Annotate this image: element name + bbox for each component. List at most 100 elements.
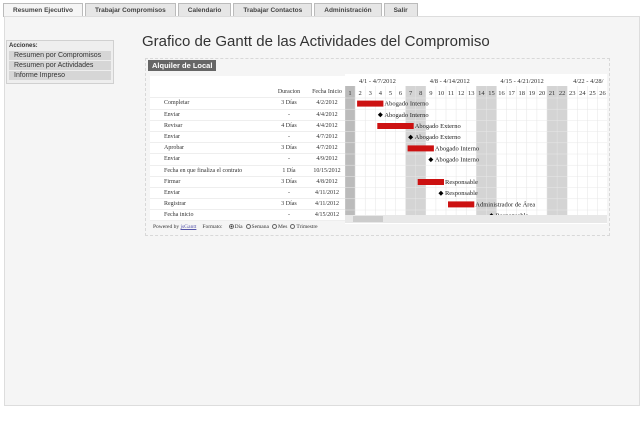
task-name: Fecha en que finaliza el contrato [164, 167, 243, 174]
format-option-mes[interactable]: Mes [271, 224, 287, 230]
task-duration: - [288, 189, 290, 196]
task-bar [417, 179, 444, 185]
weekend-column [415, 86, 426, 222]
tab-salir[interactable]: Salir [383, 3, 418, 17]
sidebar-item-resumen-actividades[interactable]: Resumen por Actividades [9, 61, 111, 70]
format-option-trimestre[interactable]: Trimestre [290, 224, 318, 230]
task-row[interactable]: Fecha inicio - 4/15/2012 [150, 210, 346, 222]
resource-label: Abogado Interno [435, 145, 479, 152]
weekend-column [557, 86, 568, 222]
task-row[interactable]: Fecha en que finaliza el contrato 1 Día 10… [150, 166, 346, 177]
task-name: Enviar [164, 189, 180, 196]
day-label: 23 [569, 90, 576, 97]
main-tabs: Resumen Ejecutivo Trabajar Compromisos C… [3, 3, 418, 17]
task-row[interactable]: Enviar - 4/11/2012 [150, 188, 346, 200]
weekend-column [345, 86, 356, 222]
task-row[interactable]: Completar 3 Días 4/2/2012 [150, 98, 346, 110]
task-row[interactable]: Enviar - 4/4/2012 [150, 110, 346, 121]
scrollbar-thumb [353, 216, 383, 222]
task-start: 4/4/2012 [316, 122, 338, 129]
resource-label: Responsable [445, 190, 478, 197]
weekend-column [547, 86, 558, 222]
gantt-timeline: 1 2 3 4 5 6 7 8 9 10 11 12 13 14 15 16 17 18 19 20 21 22 23 24 2… [345, 74, 607, 224]
milestone-diamond [438, 190, 444, 196]
spacer-row [150, 76, 346, 87]
task-row[interactable]: Aprobar 3 Días 4/7/2012 [150, 143, 346, 155]
day-label: 1 [348, 90, 351, 97]
tab-trabajar-compromisos[interactable]: Trabajar Compromisos [84, 3, 176, 17]
resource-label: Abogado Interno [435, 157, 479, 164]
radio-icon[interactable] [271, 224, 277, 230]
task-start: 4/8/2012 [316, 178, 338, 185]
task-bar [357, 100, 384, 107]
task-name: Fecha inicio [164, 212, 194, 219]
task-start: 4/15/2012 [314, 212, 340, 219]
task-name: Registrar [164, 201, 186, 208]
milestone-diamond [408, 134, 414, 140]
task-start: 4/2/2012 [316, 100, 338, 107]
resource-label: Abogado Externo [415, 134, 461, 141]
task-duration: 4 Días [281, 122, 297, 129]
milestone-diamond [428, 157, 434, 163]
task-row[interactable]: Revisar 4 Días 4/4/2012 [150, 121, 346, 132]
task-name: Enviar [164, 134, 180, 141]
day-label: 16 [498, 90, 505, 97]
week-label: 4/1 - 4/7/2012 [359, 78, 396, 85]
task-duration: - [288, 212, 290, 219]
tab-calendario[interactable]: Calendario [177, 3, 232, 17]
task-start: 4/9/2012 [316, 156, 338, 163]
resource-label: Abogado Interno [384, 112, 428, 119]
gantt-footer: Powered by jsGantt Formato: Día Semana Mes… [153, 224, 321, 230]
task-name: Aprobar [164, 145, 184, 152]
weekend-column [405, 86, 416, 222]
day-label: 10 [438, 90, 445, 97]
radio-icon[interactable] [228, 224, 234, 230]
day-label: 14 [478, 90, 485, 97]
day-label: 12 [458, 90, 465, 97]
task-row[interactable]: Enviar - 4/7/2012 [150, 132, 346, 144]
task-row[interactable]: Registrar 3 Días 4/11/2012 [150, 199, 346, 211]
task-name: Revisar [164, 122, 183, 129]
day-label: 4 [379, 90, 383, 97]
task-start: 4/7/2012 [316, 145, 338, 152]
task-duration: 3 Días [281, 178, 297, 185]
day-label: 6 [399, 90, 403, 97]
tab-administracion[interactable]: Administración [314, 3, 382, 17]
sidebar-item-resumen-compromisos[interactable]: Resumen por Compromisos [9, 51, 111, 60]
sidebar-item-informe-impreso[interactable]: Informe Impreso [9, 71, 111, 80]
day-label: 2 [359, 90, 362, 97]
format-option-label: Día [234, 224, 243, 230]
task-duration: 3 Días [281, 100, 297, 107]
task-bar [448, 201, 475, 208]
milestone-diamond [377, 112, 383, 118]
task-row[interactable]: Enviar - 4/9/2012 [150, 154, 346, 166]
week-label: 4/22 - 4/28/ [573, 78, 604, 85]
task-name: Enviar [164, 111, 180, 118]
task-duration: - [288, 156, 290, 163]
weekend-column [486, 86, 497, 222]
task-row[interactable]: Firmar 3 Días 4/8/2012 [150, 177, 346, 188]
horizontal-scrollbar [345, 215, 607, 223]
task-duration: 3 Días [281, 201, 297, 208]
weekend-column [476, 86, 487, 222]
project-title: Alquiler de Local [148, 60, 217, 71]
day-label: 7 [409, 90, 413, 97]
task-start: 4/7/2012 [316, 134, 338, 141]
week-label: 4/15 - 4/21/2012 [500, 78, 543, 85]
header-row: Duracion Fecha Inicio [150, 87, 346, 99]
tab-resumen-ejecutivo[interactable]: Resumen Ejecutivo [3, 3, 83, 17]
format-option-día[interactable]: Día [228, 224, 243, 230]
jsgantt-link[interactable]: jsGantt [180, 224, 197, 230]
radio-icon[interactable] [245, 224, 251, 230]
day-label: 18 [519, 90, 526, 97]
format-option-semana[interactable]: Semana [245, 224, 269, 230]
task-duration: 3 Días [281, 145, 297, 152]
radio-icon[interactable] [290, 224, 296, 230]
format-option-label: Semana [251, 224, 269, 230]
task-name: Enviar [164, 156, 180, 163]
day-label: 26 [599, 90, 606, 97]
day-label: 11 [448, 90, 454, 97]
day-label: 15 [488, 90, 495, 97]
tab-trabajar-contactos[interactable]: Trabajar Contactos [233, 3, 313, 17]
resource-label: Abogado Interno [384, 101, 428, 108]
